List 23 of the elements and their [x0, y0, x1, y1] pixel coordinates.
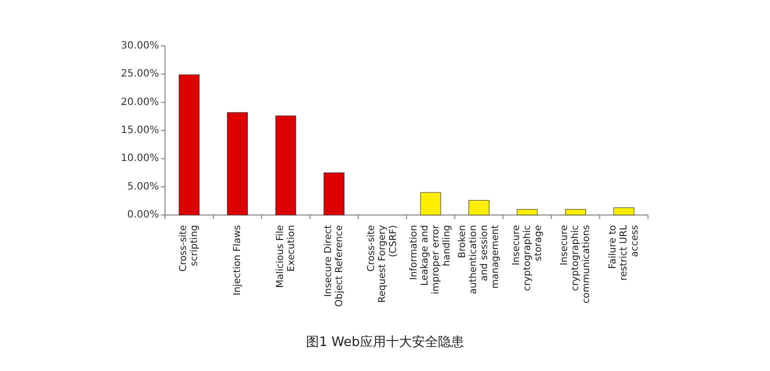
bar: [516, 209, 538, 216]
y-tick-label: 25.00%: [120, 68, 159, 80]
bar: [565, 209, 586, 216]
bar: [468, 200, 490, 216]
y-tick-label: 15.00%: [120, 125, 159, 136]
x-tick-label: Injection Flaws: [232, 224, 243, 296]
bar: [420, 192, 442, 216]
bar: [275, 116, 296, 216]
y-tick-label: 0.00%: [127, 210, 159, 220]
y-tick-label: 20.00%: [120, 96, 159, 108]
x-tick-label: Insecure Direct Object Reference: [323, 224, 346, 307]
y-tick-label: 5.00%: [127, 181, 159, 192]
bar: [178, 74, 200, 216]
y-tick-label: 10.00%: [120, 153, 159, 164]
x-tick-label: Cross-site Request Forgery (CSRF): [366, 224, 399, 303]
y-tick-label: 30.00%: [120, 40, 159, 52]
bar: [613, 207, 634, 216]
caption: 图1 Web应用十大安全隐患: [306, 334, 464, 350]
bar: [324, 172, 344, 216]
x-tick-label: Cross-site scripting: [178, 224, 200, 272]
x-tick-label: Information Leakage and improper error handling: [408, 224, 453, 294]
x-tick-label: Malicious File Execution: [274, 224, 297, 288]
bar: [227, 112, 248, 216]
